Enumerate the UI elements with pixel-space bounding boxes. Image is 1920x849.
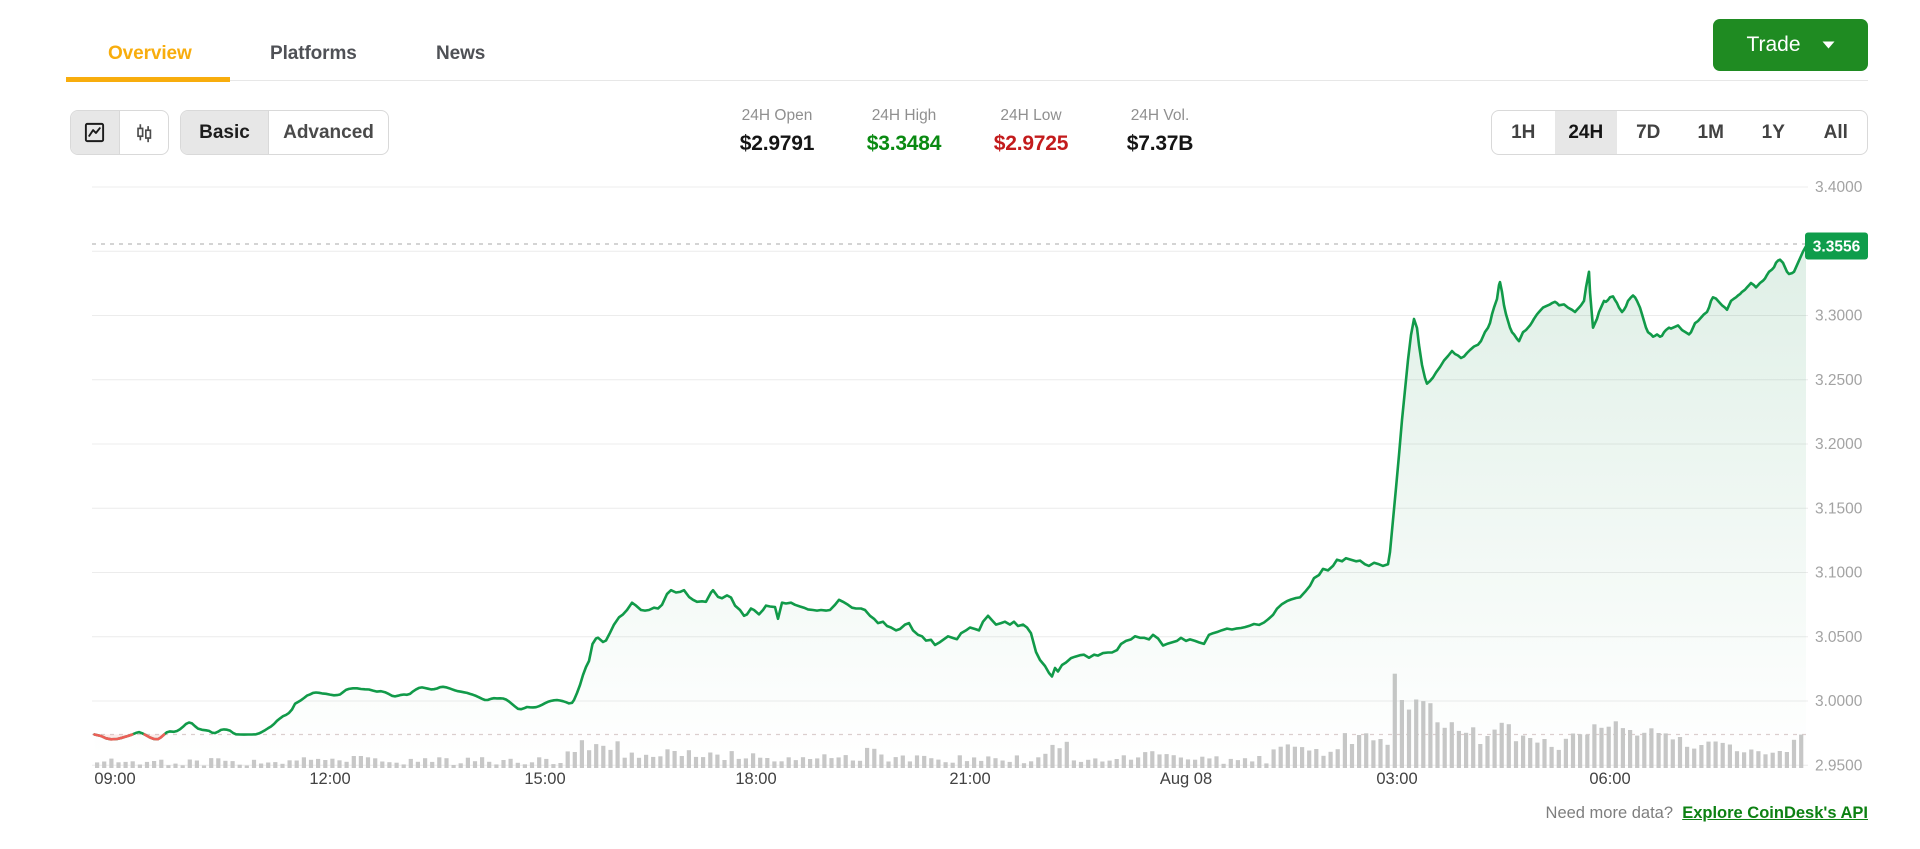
svg-text:3.0000: 3.0000 (1815, 693, 1863, 710)
svg-text:06:00: 06:00 (1589, 770, 1630, 788)
svg-text:3.2000: 3.2000 (1815, 436, 1863, 453)
svg-text:3.2500: 3.2500 (1815, 372, 1863, 389)
svg-text:12:00: 12:00 (309, 770, 350, 788)
svg-text:15:00: 15:00 (524, 770, 565, 788)
svg-text:21:00: 21:00 (949, 770, 990, 788)
svg-text:3.3000: 3.3000 (1815, 308, 1863, 325)
svg-text:3.3556: 3.3556 (1813, 239, 1861, 256)
svg-text:2.9500: 2.9500 (1815, 757, 1863, 774)
svg-text:3.4000: 3.4000 (1815, 179, 1863, 196)
svg-text:03:00: 03:00 (1376, 770, 1417, 788)
svg-text:3.1500: 3.1500 (1815, 500, 1863, 517)
svg-text:09:00: 09:00 (94, 770, 135, 788)
svg-text:Aug 08: Aug 08 (1160, 770, 1212, 788)
svg-text:3.0500: 3.0500 (1815, 629, 1863, 646)
svg-text:3.1000: 3.1000 (1815, 565, 1863, 582)
svg-text:18:00: 18:00 (735, 770, 776, 788)
